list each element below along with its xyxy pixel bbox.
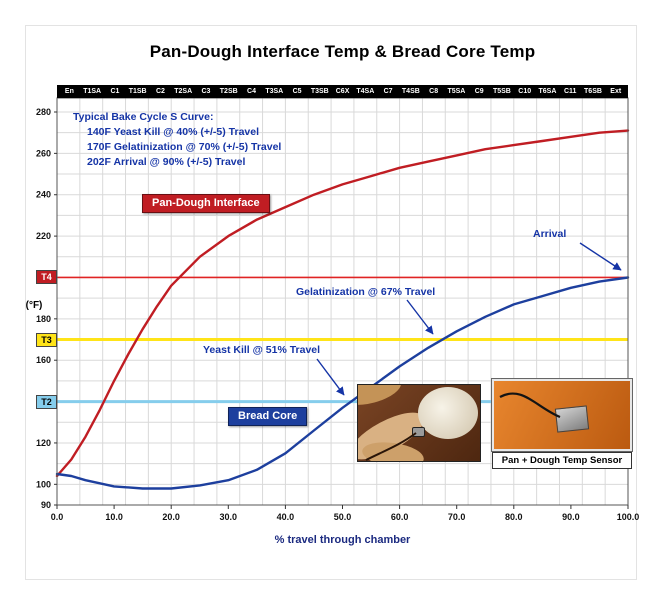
note-gelatinization: 170F Gelatinization @ 70% (+/-5) Travel (87, 141, 282, 153)
zone-label: C4 (247, 88, 256, 95)
x-tick-label: 80.0 (505, 512, 523, 522)
pan-dough-interface-curve (55, 129, 630, 478)
bread-core-curve (55, 276, 630, 490)
x-axis-title: % travel through chamber (274, 534, 411, 546)
zone-label: C6X (335, 88, 350, 95)
zone-label: C10 (518, 88, 532, 95)
x-tick-label: 20.0 (162, 512, 180, 522)
sensor-wire-icon (499, 392, 561, 419)
zone-label: T4SB (401, 88, 420, 95)
zone-label: C11 (563, 88, 577, 95)
zone-label: T2SA (174, 88, 193, 95)
callout-arrow (406, 299, 434, 335)
y-tick-label: 160 (36, 355, 51, 365)
y-tick-label: 90 (41, 500, 51, 510)
zone-label: C5 (292, 88, 302, 95)
x-tick-label: 0.0 (51, 512, 64, 522)
x-tick-label: 50.0 (334, 512, 352, 522)
zone-label: C3 (201, 88, 211, 95)
y-tick-label: 180 (36, 314, 51, 324)
yeast-kill-callout: Yeast Kill @ 51% Travel (203, 344, 321, 356)
y-tick-label: 100 (36, 479, 51, 489)
zone-label: T4SA (356, 88, 375, 95)
callout-arrow (316, 358, 345, 396)
callout-arrow (579, 242, 622, 271)
temp-marker-T4: T4 (36, 270, 57, 285)
zone-label: T6SB (584, 88, 602, 95)
x-tick-label: 40.0 (277, 512, 295, 522)
y-tick-label: 240 (36, 190, 51, 200)
y-tick-label: 120 (36, 438, 51, 448)
zone-label: T2SB (219, 88, 238, 95)
arrival-callout: Arrival (533, 228, 567, 240)
x-tick-label: 10.0 (105, 512, 123, 522)
zone-label: C8 (429, 88, 439, 95)
zone-label: C1 (110, 88, 120, 95)
zone-label: C9 (474, 88, 484, 95)
note-yeast-kill: 140F Yeast Kill @ 40% (+/-5) Travel (87, 126, 260, 138)
gelatinization-callout: Gelatinization @ 67% Travel (296, 286, 436, 298)
x-tick-label: 90.0 (562, 512, 580, 522)
x-tick-label: 70.0 (448, 512, 466, 522)
y-tick-label: 220 (36, 231, 51, 241)
note-arrival: 202F Arrival @ 90% (+/-5) Travel (87, 156, 246, 168)
x-tick-label: 100.0 (617, 512, 640, 522)
dough-ball (418, 387, 478, 439)
zone-label: T1SB (128, 88, 147, 95)
zone-label: C2 (155, 88, 165, 95)
pan-sensor-photo (491, 378, 633, 452)
zone-label: Ext (610, 88, 622, 95)
zone-label: En (64, 88, 74, 95)
notes-heading: Typical Bake Cycle S Curve: (73, 111, 214, 123)
temp-marker-T3: T3 (36, 332, 57, 347)
pan-dough-interface-series-label: Pan-Dough Interface (142, 194, 270, 213)
zone-label: T6SA (538, 88, 557, 95)
temp-sensor-icon (412, 427, 425, 437)
zone-label: T1SA (83, 88, 102, 95)
zone-label: T5SA (447, 88, 466, 95)
x-tick-label: 60.0 (391, 512, 409, 522)
y-tick-label: 280 (36, 107, 51, 117)
dough-sensor-photo (357, 384, 481, 462)
bake-cycle-notes: Typical Bake Cycle S Curve: 140F Yeast K… (73, 110, 281, 170)
chart-title: Pan-Dough Interface Temp & Bread Core Te… (149, 42, 536, 61)
zone-label: C7 (383, 88, 393, 95)
temp-marker-T2: T2 (36, 394, 57, 409)
y-tick-label: 260 (36, 148, 51, 158)
sensor-wire-icon (365, 432, 417, 461)
bread-core-series-label: Bread Core (228, 407, 308, 426)
y-axis-unit-label: (°F) (25, 300, 43, 311)
oven-zone-bar: En T1SA C1 T1SB C2 T2SA C3 T2SB C4 T3SA C5 T3SB C6X T… (57, 85, 628, 98)
zone-label: T5SB (492, 88, 511, 95)
photo-caption: Pan + Dough Temp Sensor (492, 452, 632, 469)
zone-label: T3SA (265, 88, 284, 95)
figure-panel-border (25, 25, 637, 580)
x-tick-label: 30.0 (220, 512, 238, 522)
zone-label: T3SB (310, 88, 329, 95)
